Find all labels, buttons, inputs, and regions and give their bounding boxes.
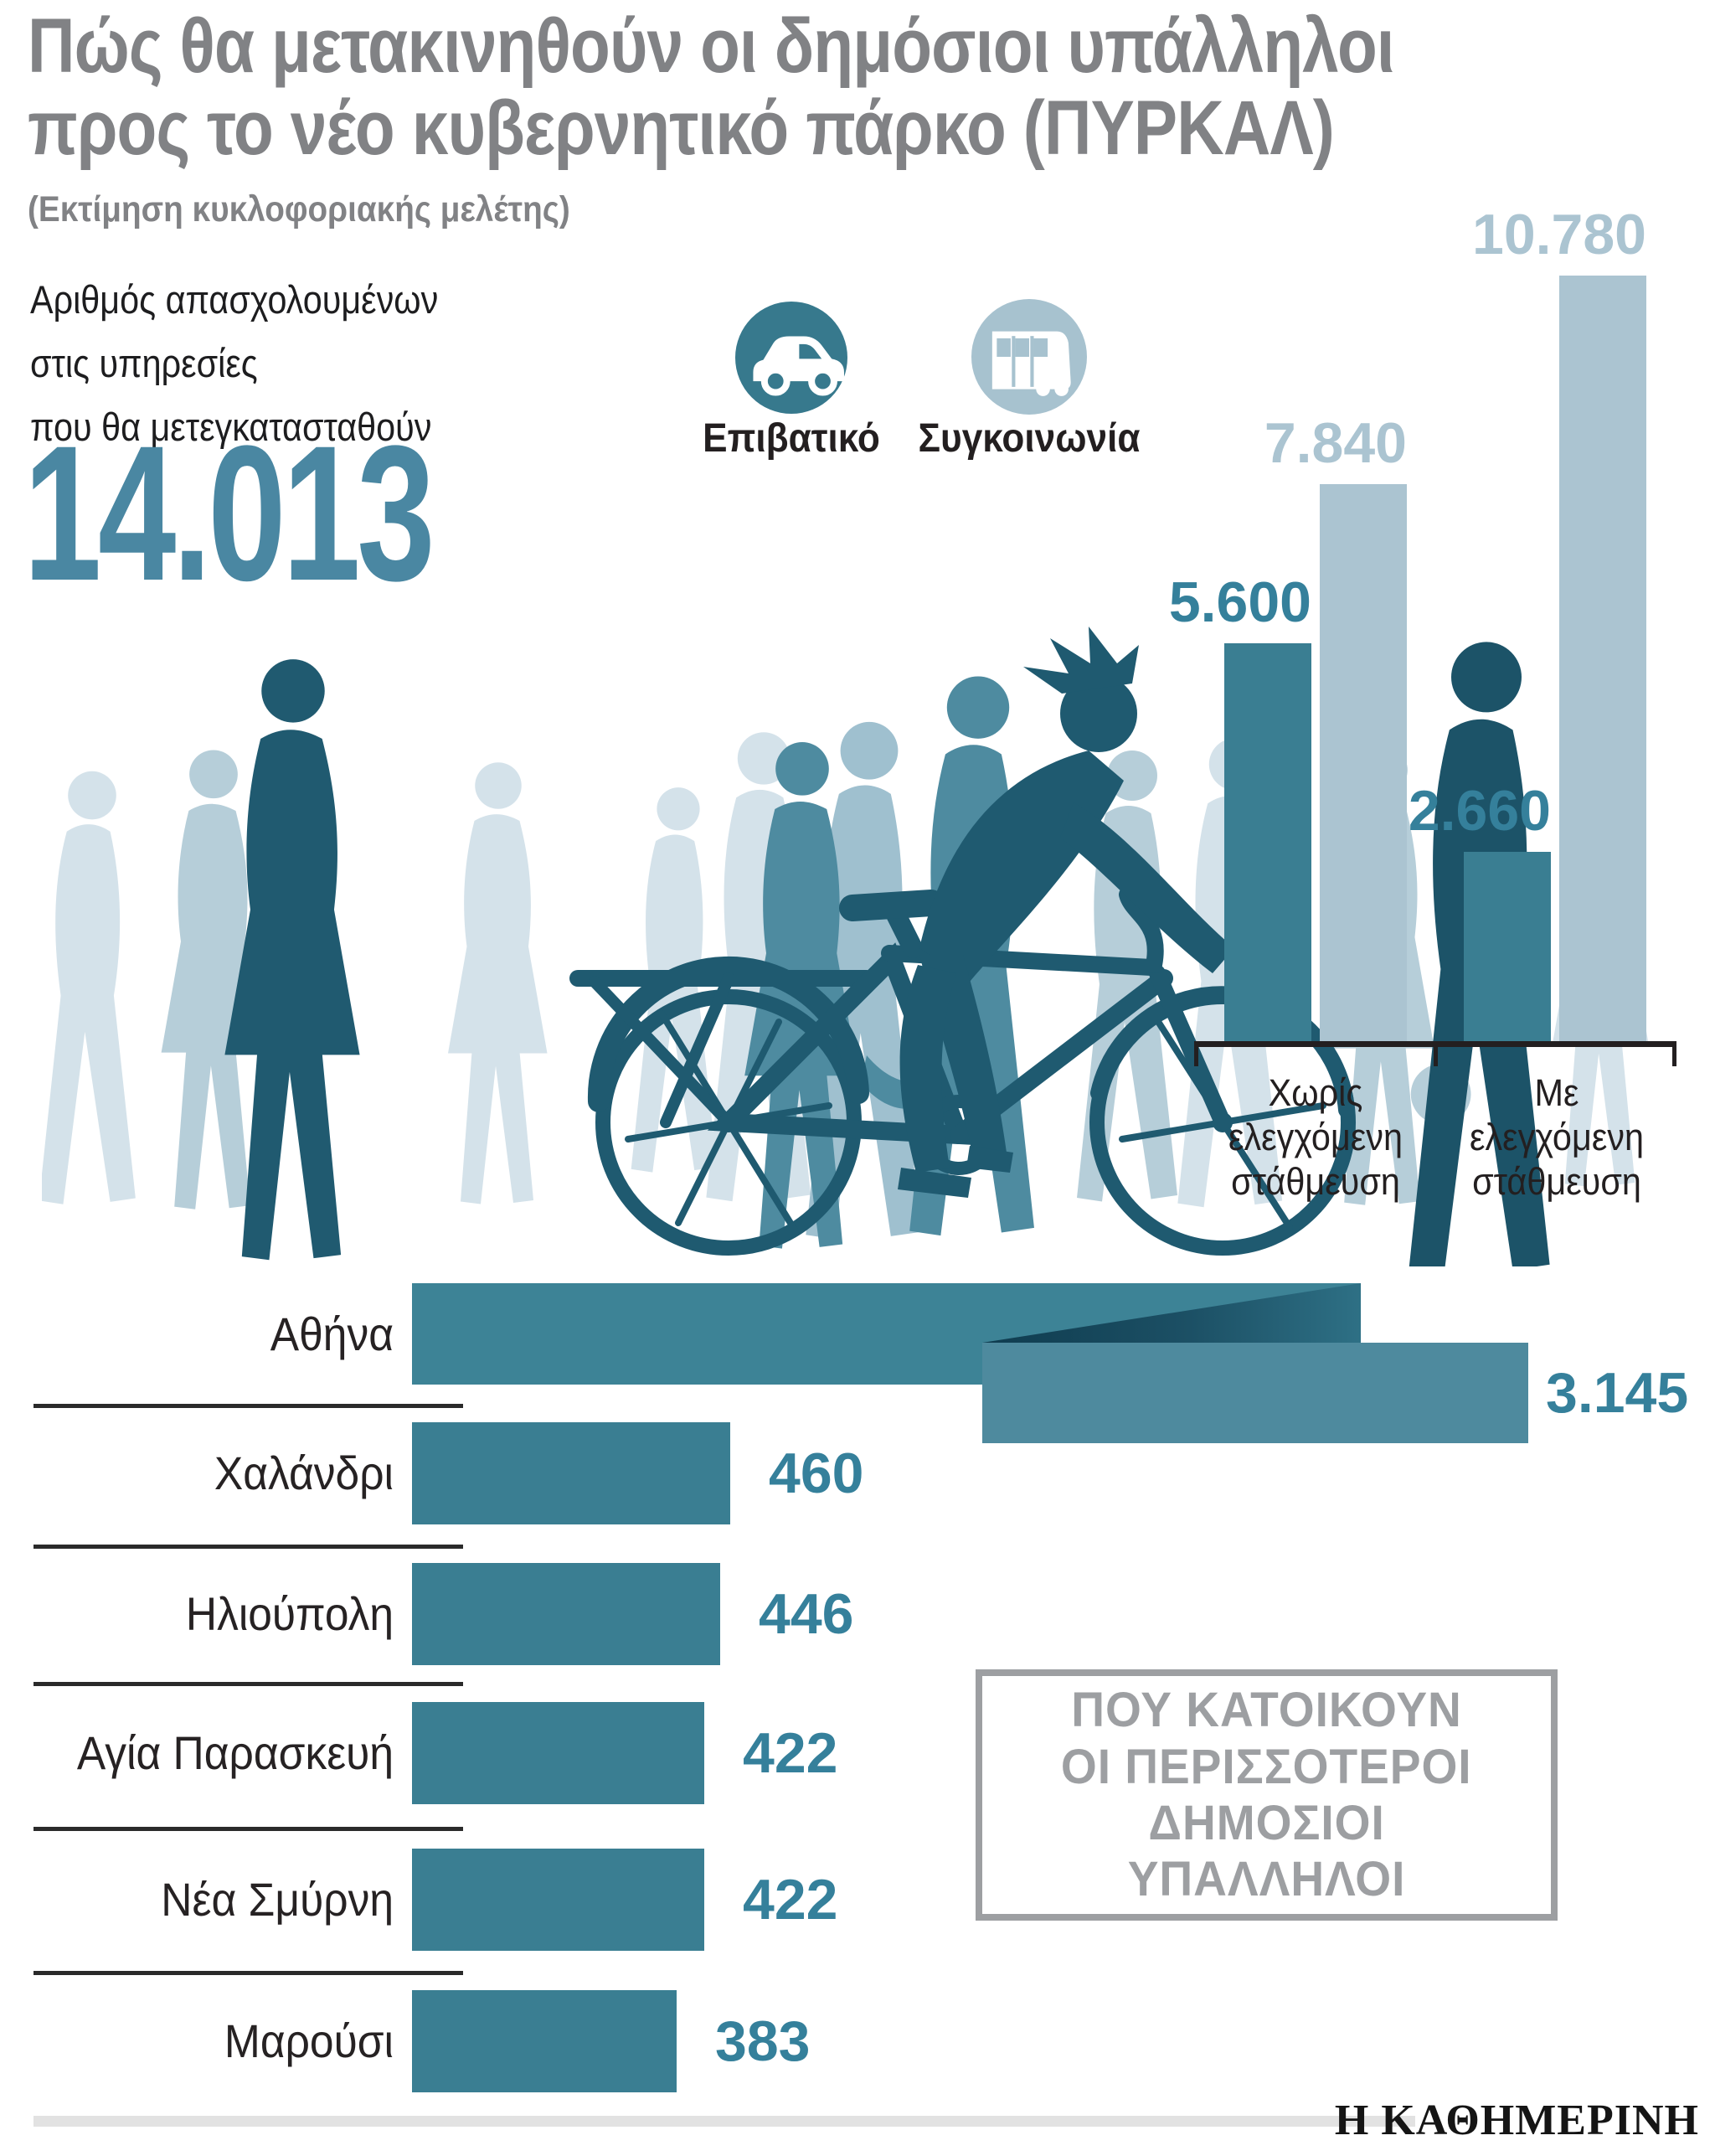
row-divider [33,1404,463,1408]
employees-note-line2: στις υπηρεσίες [30,341,258,386]
value-bus-with-parking: 10.780 [1472,203,1646,266]
row-divider [33,1545,463,1549]
employees-note-line1: Αριθμός απασχολουμένων [30,277,439,322]
row-label-marousi: Μαρούσι [224,2014,394,2067]
row-value-nea-smyrni: 422 [743,1868,838,1932]
athina-bar-fold [982,1283,1361,1343]
value-car-with-parking: 2.660 [1408,779,1551,843]
value-car-without-parking: 5.600 [1168,570,1311,634]
row-divider [33,1971,463,1975]
row-label-agia-paraskevi: Αγία Παρασκευή [76,1726,394,1779]
note-box-line2: ΟΙ ΠΕΡΙΣΣΟΤΕΡΟΙ [1061,1739,1472,1794]
car-legend-label: Επιβατικό [703,416,880,461]
kathimerini-logo: Η ΚΑΘΗΜΕΡΙΝΗ [1334,2097,1699,2144]
row-label-chalandri: Χαλάνδρι [214,1447,394,1499]
bar-car-without-parking [1224,643,1311,1041]
row-bar-ilioupoli [412,1563,720,1665]
row-bar-marousi [412,1990,677,2092]
row-bar-nea-smyrni [412,1849,704,1951]
bar-bus-with-parking [1559,276,1646,1041]
row-divider [33,1682,463,1686]
footer-strip [33,2116,1415,2127]
page-title-line1: Πώς θα μετακινηθούν οι δημόσιοι υπάλληλο… [28,3,1395,89]
row-label-nea-smyrni: Νέα Σμύρνη [161,1873,394,1926]
row-label-ilioupoli: Ηλιούπολη [185,1587,394,1640]
car-icon [753,336,844,396]
page-title: Πώς θα μετακινηθούν οι δημόσιοι υπάλληλο… [28,3,1395,172]
row-value-marousi: 383 [715,2009,811,2073]
employees-note: Αριθμός απασχολουμένων στις υπηρεσίες πο… [30,268,438,459]
athina-bar-segment-2 [982,1343,1528,1443]
car-legend-circle [735,302,847,414]
category-label-with-parking: Με ελεγχόμενη στάθμευση [1470,1071,1644,1204]
value-bus-without-parking: 7.840 [1264,411,1407,475]
row-value-ilioupoli: 446 [759,1582,854,1646]
bus-legend-label: Συγκοινωνία [918,416,1141,461]
row-bar-agia-paraskevi [412,1702,704,1804]
row-value-chalandri: 460 [769,1442,864,1505]
parking-bar-chart: 5.600 7.840 2.660 10.780 Χωρίς ελεγχόμενη… [1169,206,1676,1203]
note-box-line4: ΥΠΑΛΛΗΛΟΙ [1127,1852,1406,1907]
page-subtitle: (Εκτίμηση κυκλοφοριακής μελέτης) [28,189,570,230]
employees-total: 14.013 [23,405,435,621]
employees-note-line3: που θα μετεγκατασταθούν [30,405,432,450]
row-divider [33,1827,463,1831]
row-value-agia-paraskevi: 422 [743,1721,838,1785]
bar-car-with-parking [1464,852,1551,1041]
note-box-line3: ΔΗΜΟΣΙΟΙ [1148,1796,1385,1850]
axis-tick-middle [1434,1041,1438,1066]
row-bar-chalandri [412,1422,730,1524]
row-label-athina: Αθήνα [270,1308,394,1360]
category-label-without-parking: Χωρίς ελεγχόμενη στάθμευση [1228,1071,1403,1204]
note-box-line1: ΠΟΥ ΚΑΤΟΙΚΟΥΝ [1071,1683,1462,1738]
bar-bus-without-parking [1320,484,1407,1041]
bus-legend-circle [971,299,1087,415]
axis-tick-right [1672,1041,1676,1066]
note-box: ΠΟΥ ΚΑΤΟΙΚΟΥΝ ΟΙ ΠΕΡΙΣΣΟΤΕΡΟΙ ΔΗΜΟΣΙΟΙ Υ… [976,1669,1558,1921]
axis-tick-left [1194,1041,1198,1066]
page-title-line2: προς το νέο κυβερνητικό πάρκο (ΠΥΡΚΑΛ) [28,85,1335,172]
row-value-athina: 3.145 [1546,1361,1689,1425]
bus-icon [991,331,1071,396]
